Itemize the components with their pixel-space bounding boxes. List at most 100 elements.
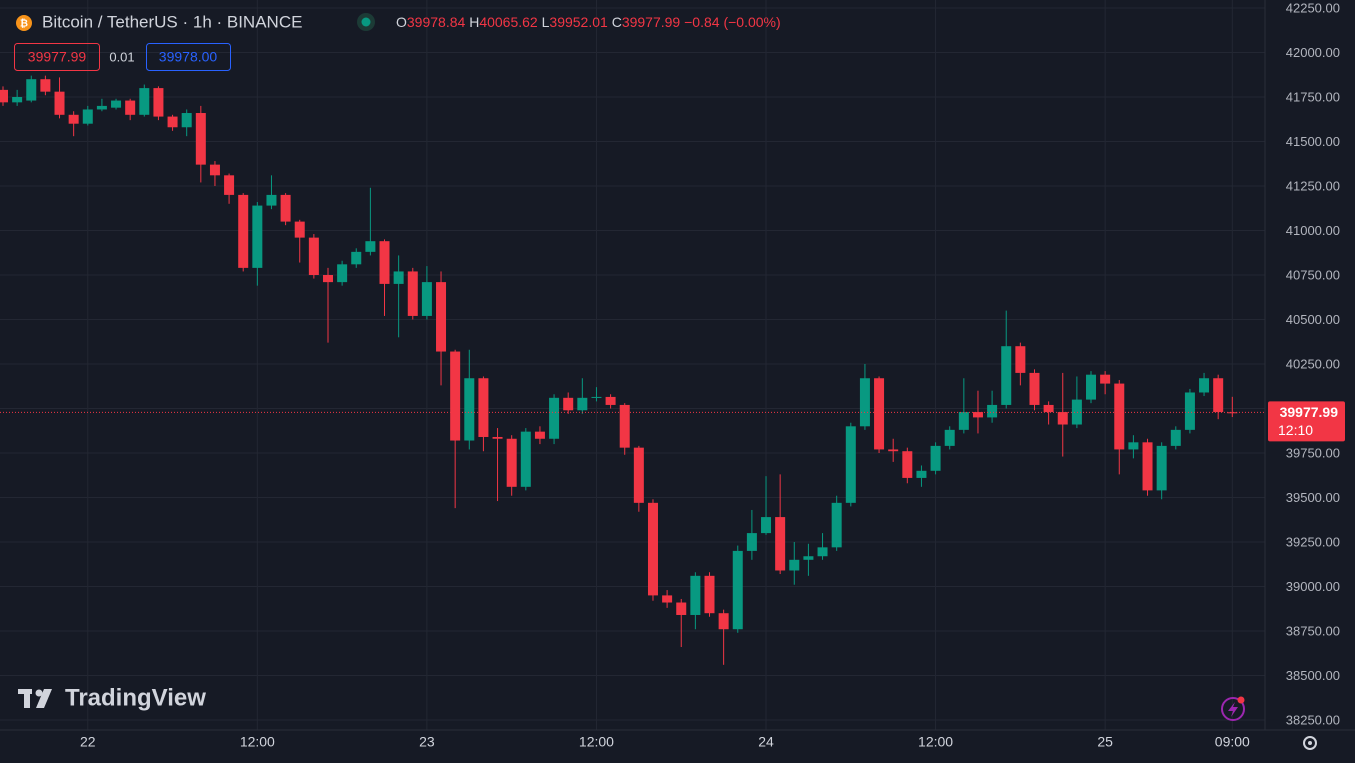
candle-body [450, 351, 461, 441]
candle-body [125, 100, 136, 115]
x-tick-label: 12:00 [918, 734, 953, 750]
y-tick-label: 41250.00 [1286, 178, 1340, 193]
candle-body [633, 447, 644, 503]
candle-body [153, 88, 164, 117]
candles [0, 75, 1238, 665]
candle-body [464, 378, 475, 441]
x-tick-label: 22 [80, 734, 96, 750]
y-tick-label: 39500.00 [1286, 490, 1340, 505]
candle-body [972, 412, 983, 418]
candle-body [379, 241, 390, 284]
candle-body [789, 559, 800, 571]
x-tick-label: 12:00 [579, 734, 614, 750]
x-tick-label: 25 [1097, 734, 1113, 750]
candle-body [337, 264, 348, 283]
candle-body [12, 97, 23, 103]
last-price-label: 39977.99 [1280, 404, 1339, 420]
candle-body [82, 109, 93, 124]
candle-body [1029, 372, 1040, 405]
candle-body [534, 431, 545, 439]
x-tick-label: 09:00 [1215, 734, 1250, 750]
logo-icon [18, 689, 52, 708]
candle-body [1156, 445, 1167, 491]
candle-body [1015, 346, 1026, 373]
candle-body [195, 113, 206, 165]
buy-box[interactable] [146, 43, 231, 71]
y-tick-label: 40500.00 [1286, 312, 1340, 327]
candle-body [803, 556, 814, 560]
candle-body [351, 251, 362, 265]
open-value: 39978.84 [407, 14, 466, 30]
y-tick-label: 38750.00 [1286, 623, 1340, 638]
candle-body [1043, 404, 1054, 413]
y-tick-label: 40750.00 [1286, 267, 1340, 282]
status-dot [361, 17, 371, 27]
y-tick-label: 38500.00 [1286, 668, 1340, 683]
symbol-icon [16, 15, 32, 31]
candle-body [761, 517, 772, 534]
candle-body [775, 517, 786, 571]
candle-body [1001, 346, 1012, 405]
candle-body [68, 114, 79, 124]
candle-body [944, 429, 955, 446]
candle-body [407, 271, 418, 316]
y-tick-label: 39250.00 [1286, 534, 1340, 549]
settings-icon[interactable] [1303, 736, 1317, 750]
candle-body [676, 602, 687, 615]
candle-body [718, 613, 729, 630]
y-tick-label: 39000.00 [1286, 579, 1340, 594]
candle-body [690, 575, 701, 615]
candle-body [1142, 442, 1153, 491]
y-axis: 38250.00 38500.00 38750.00 39000.00 39250.00… [1286, 0, 1340, 727]
y-tick-label: 39750.00 [1286, 445, 1340, 460]
candle-body [393, 271, 404, 284]
candle-body [280, 194, 291, 222]
alert-icon[interactable] [1221, 697, 1245, 721]
candle-body [1227, 412, 1238, 414]
candle-body [958, 412, 969, 430]
x-tick-label: 12:00 [240, 734, 275, 750]
grid [0, 0, 1265, 730]
candle-body [54, 91, 65, 115]
candle-body [902, 451, 913, 478]
candle-body [421, 282, 432, 316]
ohlc-legend: O39978.84 H40065.62 L39952.01 C39977.99 … [396, 14, 781, 30]
candle-body [266, 194, 277, 206]
candle-body [549, 397, 560, 439]
candle-body [224, 175, 235, 195]
candle-body [1071, 399, 1082, 425]
candle-body [930, 445, 941, 471]
x-tick-label: 24 [758, 734, 774, 750]
open-label: O [396, 14, 407, 30]
candle-body [704, 575, 715, 614]
candle-body [859, 378, 870, 427]
candle-body [1213, 378, 1224, 413]
candle-body [874, 378, 885, 450]
candle-body [563, 397, 574, 411]
x-axis: 22 12:00 23 12:00 24 12:00 25 09:00 [80, 734, 1250, 750]
close-value: 39977.99 [622, 14, 681, 30]
candle-body [619, 404, 630, 448]
y-tick-label: 40250.00 [1286, 356, 1340, 371]
candle-body [492, 436, 503, 439]
candle-body [167, 116, 178, 128]
candle-body [139, 88, 150, 115]
candle-body [209, 164, 220, 176]
sell-box[interactable] [14, 43, 100, 71]
candle-body [478, 378, 489, 437]
candle-body [1057, 412, 1068, 425]
chart-title[interactable]: Bitcoin / TetherUS · 1h · BINANCE [42, 12, 302, 31]
candle-body [916, 470, 927, 478]
candle-body [181, 113, 192, 128]
candle-body [111, 100, 122, 108]
y-tick-label: 38250.00 [1286, 712, 1340, 727]
candle-body [1184, 392, 1195, 430]
high-label: H [469, 14, 479, 30]
candle-body [436, 282, 447, 352]
candle-body [40, 79, 51, 92]
candle-body [647, 502, 658, 596]
candle-body [308, 237, 319, 275]
candle-body [1199, 378, 1210, 393]
alert-badge [1237, 696, 1245, 704]
